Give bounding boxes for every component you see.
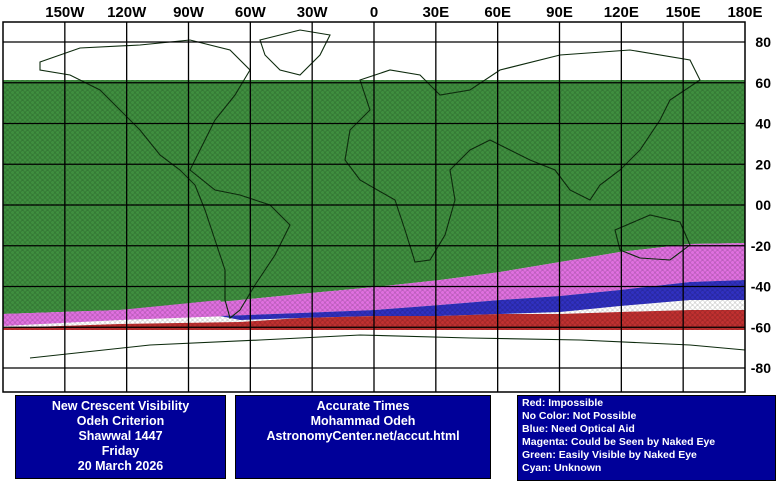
legend-line: Blue: Need Optical Aid <box>522 423 635 435</box>
credit-line: AstronomyCenter.net/accut.html <box>266 429 460 443</box>
legend-box: Red: Impossible No Color: Not Possible Blu… <box>517 395 776 481</box>
longitude-label: 150W <box>45 4 85 21</box>
longitude-label: 60W <box>235 4 267 21</box>
legend-line: Green: Easily Visible by Naked Eye <box>522 449 697 461</box>
map: 150W 120W 90W 60W 30W 0 30E 60E 90E 120E 150E 180E 8… <box>2 4 771 393</box>
credit-line: Mohammad Odeh <box>310 414 416 428</box>
latitude-label: -40 <box>751 279 771 295</box>
latitude-label: 40 <box>755 116 771 132</box>
longitude-label: 120W <box>107 4 147 21</box>
title-line: Shawwal 1447 <box>78 429 163 443</box>
legend-line: No Color: Not Possible <box>522 410 637 422</box>
latitude-label: -80 <box>751 360 771 376</box>
graticule <box>3 22 745 392</box>
longitude-label: 180E <box>727 4 762 21</box>
title-line: Friday <box>101 444 140 458</box>
longitude-label: 30W <box>297 4 329 21</box>
legend-line: Magenta: Could be Seen by Naked Eye <box>522 436 716 448</box>
legend-line: Cyan: Unknown <box>522 462 602 474</box>
title-line: 20 March 2026 <box>77 459 164 473</box>
longitude-label: 60E <box>484 4 511 21</box>
latitude-label: 00 <box>755 197 771 213</box>
latitude-label: -60 <box>751 319 771 335</box>
title-box: New Crescent Visibility Odeh Criterion Sha… <box>15 395 226 479</box>
longitude-label: 150E <box>666 4 701 21</box>
longitude-label: 90W <box>173 4 205 21</box>
latitude-label: -20 <box>751 238 771 254</box>
graticule-labels: 150W 120W 90W 60W 30W 0 30E 60E 90E 120E 150E 180E 8… <box>45 4 771 376</box>
credit-line: Accurate Times <box>316 399 410 413</box>
latitude-label: 60 <box>755 75 771 91</box>
credit-box: Accurate Times Mohammad Odeh AstronomyCent… <box>235 395 491 479</box>
latitude-label: 20 <box>755 156 771 172</box>
latitude-label: 80 <box>755 34 771 50</box>
longitude-label: 90E <box>546 4 573 21</box>
legend-line: Red: Impossible <box>522 397 604 409</box>
longitude-label: 30E <box>422 4 449 21</box>
longitude-label: 0 <box>370 4 378 21</box>
coastlines <box>29 29 746 359</box>
title-line: Odeh Criterion <box>76 414 165 428</box>
title-line: New Crescent Visibility <box>51 399 190 413</box>
longitude-label: 120E <box>604 4 639 21</box>
